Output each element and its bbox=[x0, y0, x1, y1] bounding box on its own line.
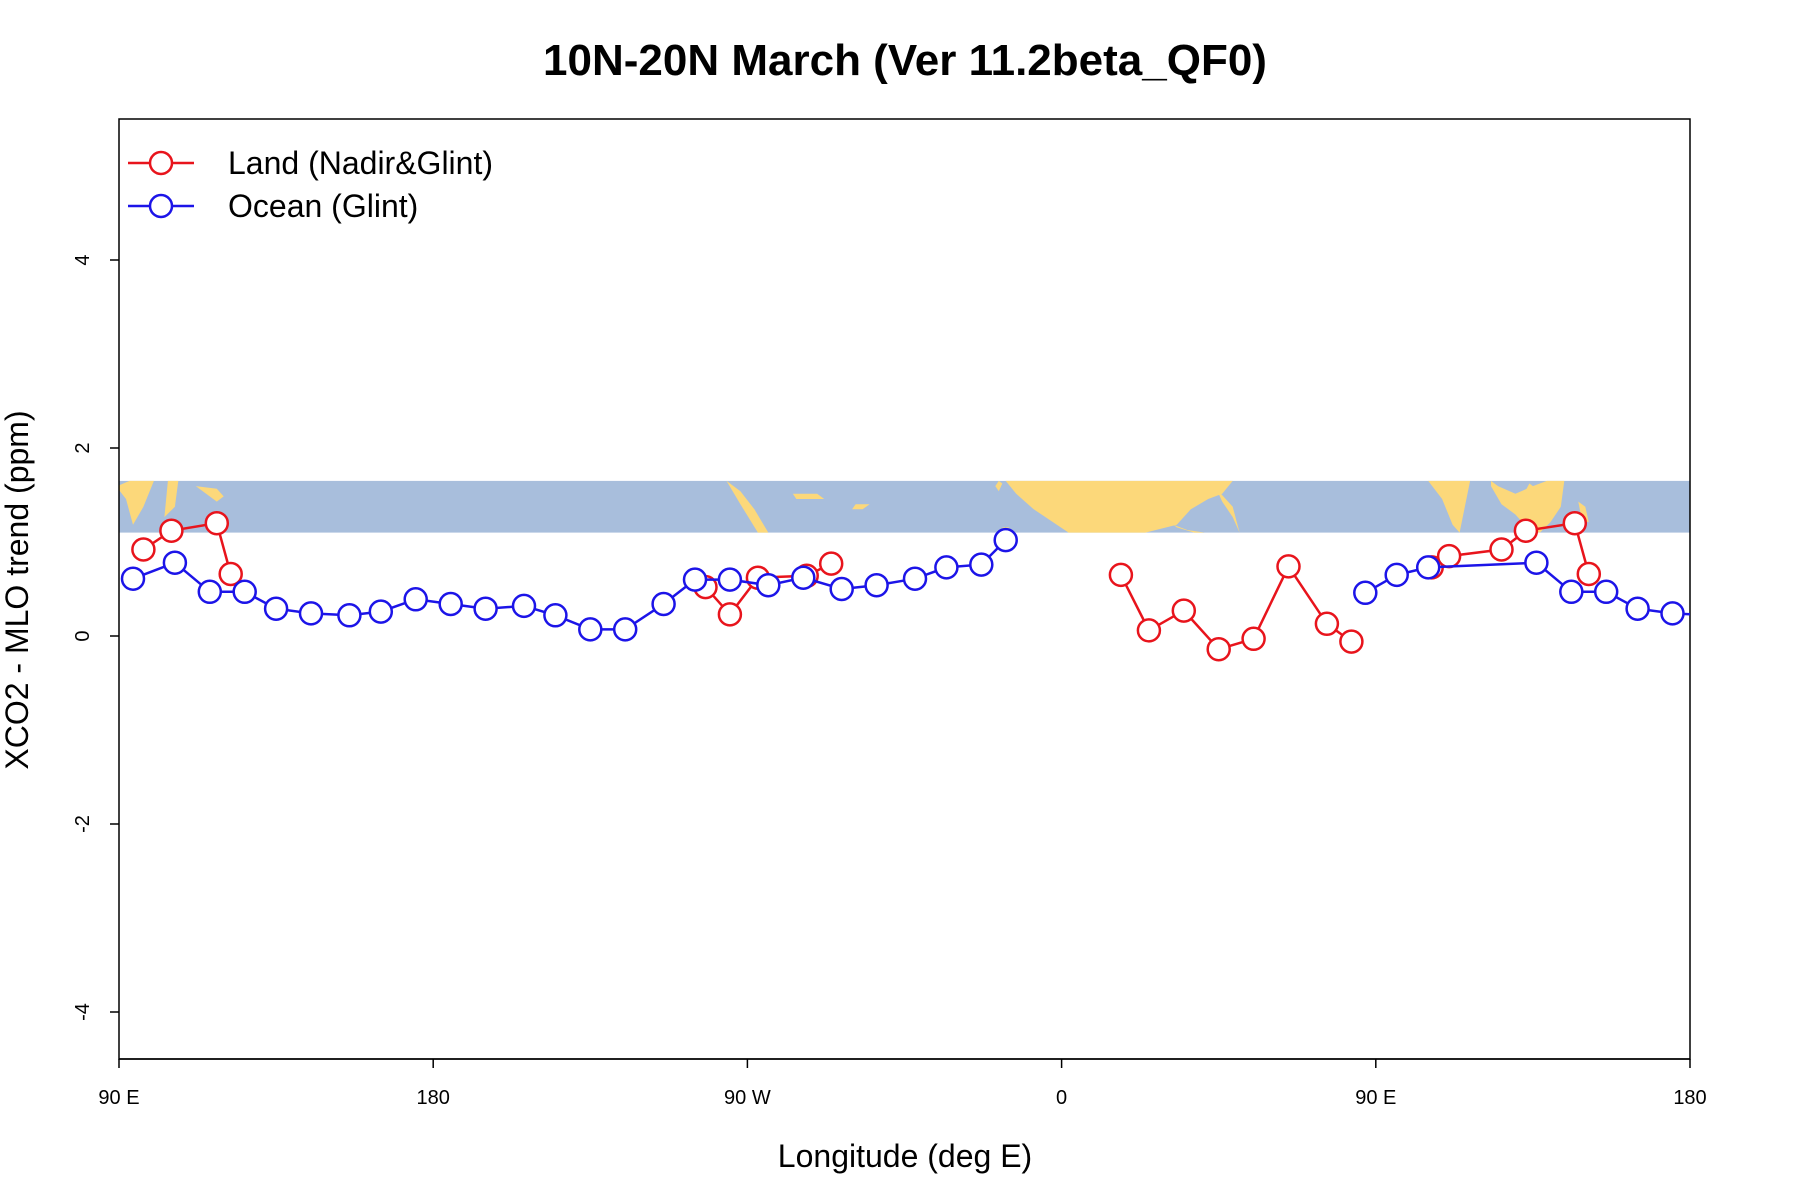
data-point bbox=[298, 601, 324, 626]
data-point bbox=[1314, 611, 1340, 637]
map-land bbox=[1491, 480, 1565, 533]
data-point bbox=[263, 596, 289, 621]
data-point bbox=[829, 576, 854, 602]
map-land bbox=[995, 480, 1003, 492]
data-point bbox=[1384, 562, 1409, 588]
data-point bbox=[1241, 626, 1266, 652]
data-point bbox=[756, 572, 781, 598]
map-land bbox=[1578, 501, 1589, 523]
data-point bbox=[204, 510, 230, 536]
data-point bbox=[403, 587, 428, 612]
data-point bbox=[438, 591, 463, 617]
x-tick-label: 0 bbox=[1056, 1087, 1067, 1109]
map-land bbox=[164, 480, 179, 518]
data-point bbox=[1731, 601, 1753, 623]
data-point bbox=[717, 567, 743, 592]
data-point bbox=[1524, 550, 1549, 575]
x-tick-label: 180 bbox=[417, 1087, 450, 1109]
data-point bbox=[1353, 580, 1378, 606]
data-point bbox=[1700, 604, 1722, 626]
map-land bbox=[1522, 483, 1540, 502]
x-axis-label: Longitude (deg E) bbox=[778, 1138, 1032, 1174]
data-point bbox=[368, 599, 394, 624]
map-strip-ocean bbox=[119, 480, 1690, 533]
data-point bbox=[1108, 562, 1134, 588]
y-tick-label: 4 bbox=[72, 254, 94, 265]
x-tick-label: 90 E bbox=[98, 1087, 139, 1109]
data-point bbox=[131, 537, 156, 562]
legend-label-land: Land (Nadir&Glint) bbox=[228, 145, 493, 181]
data-point bbox=[337, 603, 362, 628]
data-point bbox=[232, 579, 257, 605]
data-point bbox=[993, 527, 1018, 553]
map-land bbox=[1005, 480, 1233, 533]
data-point bbox=[818, 551, 844, 576]
data-point bbox=[1625, 596, 1650, 621]
legend-label-ocean: Ocean (Glint) bbox=[228, 188, 418, 224]
data-point bbox=[578, 617, 603, 642]
data-point bbox=[612, 617, 638, 642]
series-line bbox=[142, 521, 232, 575]
data-point bbox=[218, 561, 243, 587]
data-point bbox=[902, 566, 928, 591]
data-point bbox=[1559, 579, 1584, 605]
data-point bbox=[791, 565, 816, 590]
data-point bbox=[651, 591, 676, 617]
data-point bbox=[511, 593, 537, 619]
data-point bbox=[1136, 618, 1162, 643]
x-tick-label: 90 E bbox=[1355, 1087, 1396, 1109]
data-point bbox=[120, 566, 146, 591]
data-point bbox=[473, 596, 498, 621]
legend: Land (Nadir&Glint) Ocean (Glint) bbox=[128, 145, 493, 224]
map-land bbox=[1428, 480, 1471, 533]
y-axis-label: XCO2 - MLO trend (ppm) bbox=[0, 410, 35, 769]
data-point bbox=[1766, 588, 1788, 610]
x-tick-label: 180 bbox=[1673, 1087, 1706, 1109]
data-point bbox=[864, 572, 889, 598]
y-tick-label: -2 bbox=[72, 815, 94, 833]
plot-frame bbox=[118, 118, 1691, 1060]
data-point bbox=[1576, 561, 1602, 587]
data-point bbox=[543, 603, 568, 628]
legend-land-marker bbox=[148, 150, 174, 176]
data-point bbox=[682, 567, 708, 592]
legend-ocean-marker bbox=[148, 193, 174, 219]
data-point bbox=[197, 579, 223, 605]
map-land bbox=[1215, 486, 1240, 533]
data-point bbox=[1593, 579, 1619, 605]
chart-title: 10N-20N March (Ver 11.2beta_QF0) bbox=[543, 36, 1267, 85]
data-point bbox=[1489, 537, 1514, 562]
data-point bbox=[969, 552, 994, 577]
map-land bbox=[726, 480, 769, 533]
x-axis: 90 E 180 90 W 0 90 E 180 bbox=[98, 1058, 1707, 1109]
y-axis: -4 -2 0 2 4 bbox=[72, 254, 119, 1021]
data-point bbox=[1339, 629, 1364, 654]
y-tick-label: -4 bbox=[72, 1003, 94, 1021]
data-point bbox=[1436, 543, 1462, 569]
map-strip bbox=[119, 480, 1690, 533]
data-point bbox=[1415, 555, 1441, 580]
series-ocean bbox=[120, 527, 1788, 642]
data-point bbox=[162, 550, 188, 575]
map-land bbox=[119, 480, 154, 525]
data-point bbox=[1660, 601, 1685, 626]
data-point bbox=[1513, 518, 1539, 543]
data-point bbox=[1171, 598, 1197, 623]
data-point bbox=[159, 518, 184, 543]
map-land bbox=[852, 504, 870, 510]
map-land bbox=[792, 493, 825, 499]
data-point bbox=[1276, 554, 1301, 579]
data-point bbox=[934, 555, 959, 580]
data-point bbox=[1206, 636, 1231, 662]
y-tick-label: 0 bbox=[72, 630, 94, 641]
x-tick-label: 90 W bbox=[724, 1087, 771, 1109]
data-point bbox=[1562, 510, 1588, 536]
y-tick-label: 2 bbox=[72, 442, 94, 453]
data-point bbox=[717, 602, 743, 627]
map-land bbox=[195, 486, 224, 502]
